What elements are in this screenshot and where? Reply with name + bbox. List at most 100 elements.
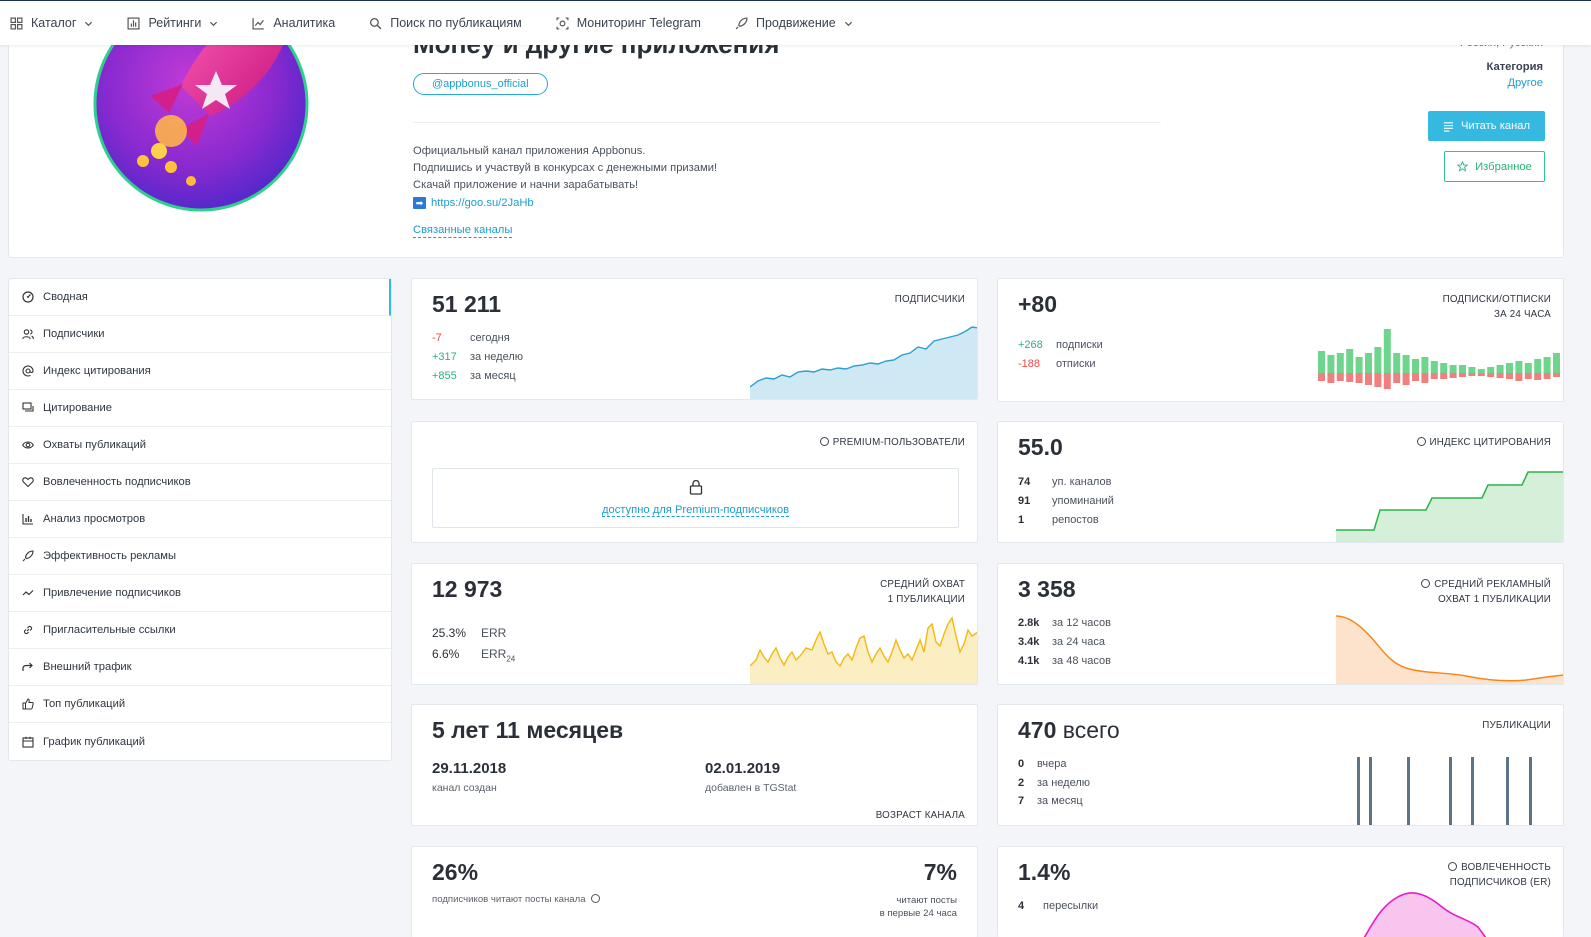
nav-monitoring-label: Мониторинг Telegram [576, 16, 701, 30]
avg-reach-value: 12 973 [432, 576, 503, 602]
ad-reach-sparkline [1336, 615, 1563, 684]
publication-bar [1357, 757, 1360, 825]
info-icon[interactable] [591, 894, 601, 903]
stat-value: 4 [1018, 900, 1025, 912]
stat-value: +855 [432, 370, 457, 382]
label-text: СРЕДНИЙ РЕКЛАМНЫЙ [1434, 579, 1551, 590]
summary-icon [22, 291, 34, 303]
sidebar-item-label: Цитирование [43, 402, 113, 414]
nav-monitoring[interactable]: Мониторинг Telegram [556, 16, 701, 30]
nav-catalog-label: Каталог [31, 16, 77, 30]
caption-line: в первые 24 часа [879, 908, 957, 919]
stat-label: ERR [481, 626, 507, 640]
citation-index-card[interactable]: 55.0 ИНДЕКС ЦИТИРОВАНИЯ 74 уп. каналов 91… [997, 421, 1564, 543]
subscribe-bar [1496, 365, 1504, 373]
sidebar-item-top-posts[interactable]: Топ публикаций [9, 686, 391, 723]
ad-reach-label: СРЕДНИЙ РЕКЛАМНЫЙ ОХВАТ 1 ПУБЛИКАЦИИ [1421, 577, 1551, 607]
subscribe-bar [1393, 353, 1401, 373]
citation-index-label: ИНДЕКС ЦИТИРОВАНИЯ [1416, 435, 1551, 450]
sidebar-item-ad-efficiency[interactable]: Эффективность рекламы [9, 538, 391, 575]
channel-link[interactable]: https://goo.su/2JaHb [431, 196, 534, 209]
publications-card[interactable]: 470 всего ПУБЛИКАЦИИ 0 вчера 2 за неделю 7… [997, 704, 1564, 826]
favorite-button[interactable]: Избранное [1444, 151, 1545, 182]
sidebar-item-label: Топ публикаций [43, 698, 126, 710]
label-line: ПОДПИСКИ/ОТПИСКИ [1442, 294, 1551, 305]
sidebar-item-summary[interactable]: Сводная [9, 279, 391, 316]
ad-reach-card[interactable]: 3 358 СРЕДНИЙ РЕКЛАМНЫЙ ОХВАТ 1 ПУБЛИКАЦ… [997, 563, 1564, 685]
unsubscribe-bar [1393, 373, 1401, 383]
subscribe-bar [1336, 353, 1344, 373]
nav-ratings[interactable]: Рейтинги [127, 16, 218, 30]
subscribe-bar [1346, 349, 1354, 373]
subscribe-bar [1327, 355, 1335, 373]
rating-icon [127, 16, 140, 30]
subs-unsubs-card[interactable]: +80 ПОДПИСКИ/ОТПИСКИ ЗА 24 ЧАСА +268 подп… [997, 278, 1564, 402]
subscribers-label: ПОДПИСЧИКИ [894, 294, 965, 305]
publication-bar [1369, 757, 1372, 825]
unsubscribe-bar [1374, 373, 1382, 387]
stat-row: 2.8k за 12 часов [1018, 614, 1111, 633]
related-channels-link[interactable]: Связанные каналы [413, 224, 513, 238]
stat-row: +317 за неделю [432, 348, 523, 367]
read-channel-button[interactable]: Читать канал [1428, 111, 1545, 141]
category-value[interactable]: Другое [1507, 77, 1543, 89]
rocket-icon [735, 16, 748, 29]
engagement-sparkline [1363, 892, 1487, 937]
nav-catalog[interactable]: Каталог [10, 16, 93, 30]
channel-description: Официальный канал приложения Appbonus. П… [413, 143, 717, 212]
sidebar-item-label: Пригласительные ссылки [43, 624, 176, 636]
citation-sparkline [1336, 471, 1563, 542]
subscribe-bar [1421, 357, 1429, 373]
stat-label: за месяц [1037, 795, 1083, 807]
stat-value: 3.4k [1018, 636, 1040, 648]
stat-row: 6.6% ERR24 [432, 644, 515, 669]
description-link-row: ➡ https://goo.su/2JaHb [413, 195, 717, 212]
link-icon [23, 625, 33, 635]
sidebar-item-external-traffic[interactable]: Внешний трафик [9, 649, 391, 686]
sidebar-item-citation[interactable]: Цитирование [9, 390, 391, 427]
nav-promotion[interactable]: Продвижение [735, 16, 853, 30]
unsubscribe-bar [1524, 373, 1532, 379]
subs-unsubs-stats: +268 подписки -188 отписки [1018, 336, 1103, 374]
total-number: 470 [1018, 717, 1057, 743]
sidebar-item-invite-links[interactable]: Пригласительные ссылки [9, 612, 391, 649]
stat-value: 2 [1018, 776, 1025, 789]
channel-handle[interactable]: @appbonus_official [413, 73, 548, 95]
engagement-value: 1.4% [1018, 859, 1071, 885]
unsubscribe-bar [1449, 373, 1457, 378]
label-line: ЗА 24 ЧАСА [1493, 309, 1551, 320]
stat-label: вчера [1037, 758, 1067, 770]
publications-bars [1357, 757, 1532, 825]
nav-analytics[interactable]: Аналитика [252, 16, 335, 30]
nav-analytics-label: Аналитика [273, 16, 336, 30]
stat-label: подписки [1056, 339, 1103, 351]
sidebar-item-label: Индекс цитирования [43, 365, 151, 377]
engagement-card[interactable]: 1.4% ВОВЛЕЧЕННОСТЬ ПОДПИСЧИКОВ (ER) 4 пер… [997, 846, 1564, 937]
subscribe-bar [1553, 353, 1560, 373]
sidebar-item-schedule[interactable]: График публикаций [9, 723, 391, 760]
nav-search-posts[interactable]: Поиск по публикациям [369, 16, 522, 30]
sidebar-item-subscribers[interactable]: Подписчики [9, 316, 391, 353]
sidebar-item-citation-index[interactable]: Индекс цитирования [9, 353, 391, 390]
read-share-caption: подписчиков читают посты канала [432, 894, 586, 905]
unsubscribe-bar [1477, 373, 1485, 376]
sidebar-item-engagement[interactable]: Вовлеченность подписчиков [9, 464, 391, 501]
read-share-value: 26% [432, 859, 479, 885]
favorite-label: Избранное [1475, 160, 1532, 173]
subscribers-sparkline [750, 326, 977, 399]
sidebar-item-attraction[interactable]: Привлечение подписчиков [9, 575, 391, 612]
premium-locked-link[interactable]: доступно для Premium-подписчиков [601, 504, 790, 517]
arrow-right-icon: ➡ [413, 197, 426, 210]
stat-label: за 48 часов [1052, 655, 1111, 667]
subscribers-card[interactable]: 51 211 ПОДПИСЧИКИ -7 сегодня +317 за недел… [411, 278, 978, 400]
avg-reach-card[interactable]: 12 973 СРЕДНИЙ ОХВАТ 1 ПУБЛИКАЦИИ 25.3% E… [411, 563, 978, 685]
sidebar-item-views-analysis[interactable]: Анализ просмотров [9, 501, 391, 538]
unsubscribe-bar [1534, 373, 1542, 380]
sidebar-item-label: Привлечение подписчиков [43, 587, 181, 599]
subscribe-bar [1412, 359, 1419, 373]
label-text: ИНДЕКС ЦИТИРОВАНИЯ [1429, 437, 1551, 448]
err-stats: 25.3% ERR 6.6% ERR24 [432, 623, 515, 669]
sidebar-item-reach[interactable]: Охваты публикаций [9, 427, 391, 464]
publication-bar [1471, 757, 1474, 825]
star-icon [1457, 161, 1469, 172]
